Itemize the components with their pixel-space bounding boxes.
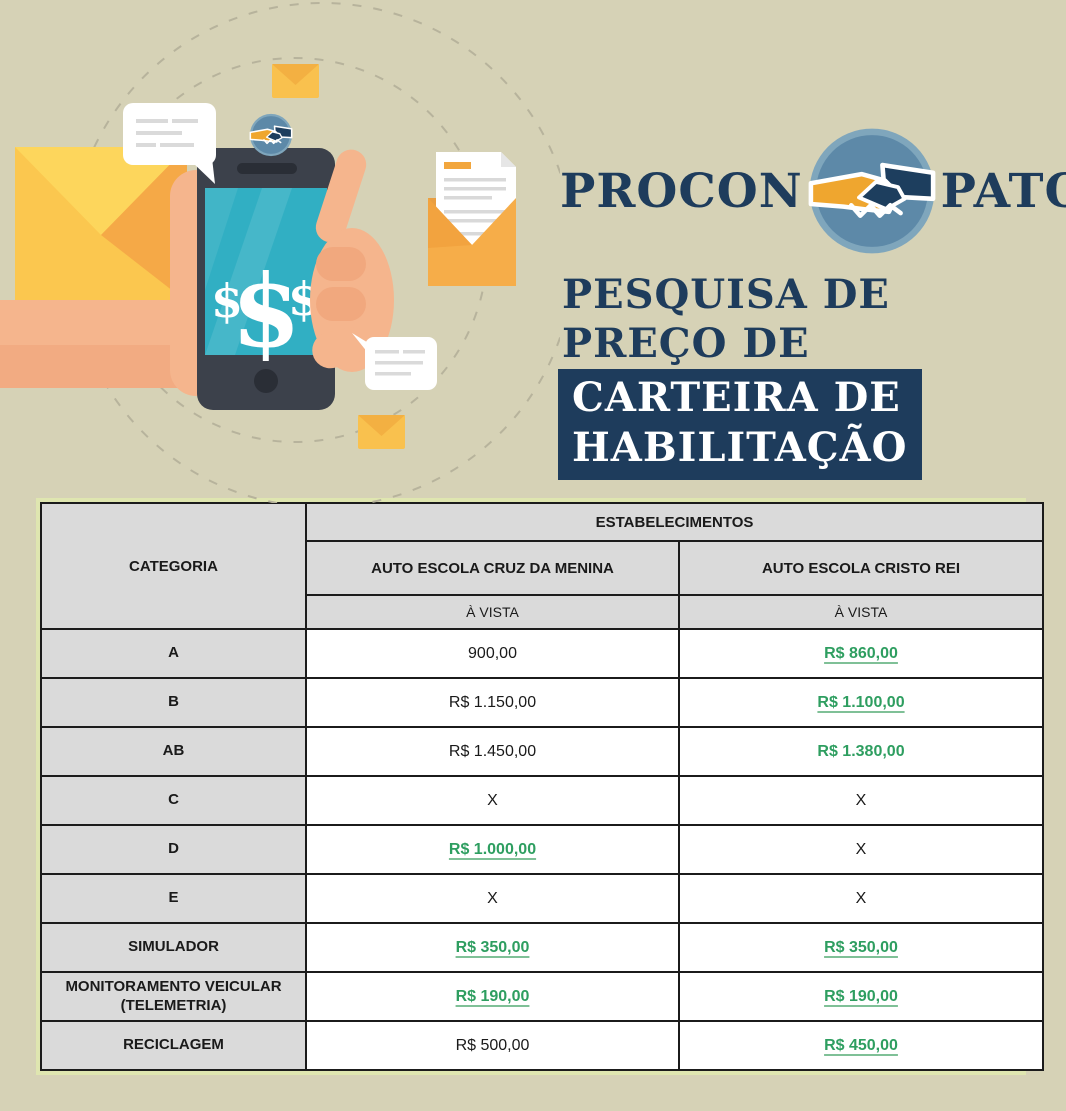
envelope-icon [358, 415, 405, 449]
table-row: SIMULADOR R$ 350,00 R$ 350,00 [40, 922, 1045, 973]
estabelecimentos-header: ESTABELECIMENTOS [304, 502, 1045, 542]
envelope-icon [272, 64, 319, 98]
table-row: B R$ 1.150,00 R$ 1.100,00 [40, 677, 1045, 728]
category-cell: AB [40, 726, 307, 777]
price-value: X [855, 889, 867, 907]
price-table-wrapper: CATEGORIA ESTABELECIMENTOS AUTO ESCOLA C… [36, 498, 1045, 1075]
price-cell: X [677, 824, 1045, 875]
dollar-icon: $ $ $ [211, 252, 320, 370]
price-cell: R$ 190,00 [677, 971, 1045, 1022]
title-box-line-2: HABILITAÇÃO [572, 424, 908, 471]
price-cell: X [677, 873, 1045, 924]
hand-fingers [310, 149, 394, 372]
price-value: R$ 190,00 [824, 987, 898, 1005]
category-cell: SIMULADOR [40, 922, 307, 973]
table-row: AB R$ 1.450,00 R$ 1.380,00 [40, 726, 1045, 777]
price-value: R$ 190,00 [455, 987, 530, 1005]
price-cell: R$ 1.000,00 [305, 824, 680, 875]
price-value: 900,00 [468, 644, 517, 662]
price-value: R$ 500,00 [455, 1036, 530, 1054]
category-cell: A [40, 628, 307, 679]
hero-section: $ $ $ [0, 0, 1066, 503]
smartphone-icon: $ $ $ [197, 148, 335, 410]
envelope-icon [15, 147, 187, 302]
title-line-1: PESQUISA DE [562, 271, 890, 318]
price-cell: R$ 450,00 [677, 1020, 1045, 1071]
price-cell: R$ 1.450,00 [305, 726, 680, 777]
category-cell: C [40, 775, 307, 826]
price-cell: R$ 350,00 [677, 922, 1045, 973]
price-cell: 900,00 [305, 628, 680, 679]
title-highlight-box: CARTEIRA DE HABILITAÇÃO [558, 369, 922, 480]
handshake-icon [249, 113, 293, 157]
brand-procon: PROCON [560, 163, 803, 219]
price-value: R$ 350,00 [824, 938, 898, 956]
category-cell: D [40, 824, 307, 875]
price-value: R$ 1.000,00 [448, 840, 537, 858]
price-value: R$ 1.100,00 [817, 693, 905, 711]
payment-type-1-header: À VISTA [305, 594, 680, 630]
page-title: PESQUISA DE PREÇO DE [562, 270, 890, 368]
price-value: X [855, 791, 867, 809]
table-row: RECICLAGEM R$ 500,00 R$ 450,00 [40, 1020, 1045, 1071]
price-cell: R$ 500,00 [305, 1020, 680, 1071]
price-cell: X [677, 775, 1045, 826]
table-row: D R$ 1.000,00 X [40, 824, 1045, 875]
category-cell: B [40, 677, 307, 728]
category-cell: MONITORAMENTO VEICULAR (TELEMETRIA) [40, 971, 307, 1022]
price-value: R$ 860,00 [824, 644, 898, 662]
category-cell: E [40, 873, 307, 924]
table-row: A 900,00 R$ 860,00 [40, 628, 1045, 679]
establishment-2-header: AUTO ESCOLA CRISTO REI [677, 540, 1045, 596]
price-table: CATEGORIA ESTABELECIMENTOS AUTO ESCOLA C… [40, 502, 1045, 1071]
open-letter-icon [428, 152, 516, 286]
money-phone-illustration: $ $ $ [0, 2, 560, 503]
price-cell: X [305, 775, 680, 826]
price-value: X [855, 840, 867, 858]
handshake-icon [807, 126, 937, 256]
chat-bubble-icon [352, 333, 437, 390]
category-cell: RECICLAGEM [40, 1020, 307, 1071]
svg-text:$: $ [211, 274, 243, 328]
table-row: MONITORAMENTO VEICULAR (TELEMETRIA) R$ 19… [40, 971, 1045, 1022]
price-value: X [487, 791, 498, 809]
chat-bubble-icon [123, 103, 216, 184]
price-cell: R$ 1.100,00 [677, 677, 1045, 728]
brand-patos: PATOS [940, 163, 1066, 219]
price-value: X [487, 889, 498, 907]
payment-type-2-header: À VISTA [677, 594, 1045, 630]
title-line-2: PREÇO DE [562, 320, 810, 367]
price-cell: R$ 1.150,00 [305, 677, 680, 728]
price-value: R$ 1.150,00 [448, 693, 537, 711]
price-value: R$ 350,00 [455, 938, 530, 956]
categoria-header: CATEGORIA [40, 502, 307, 630]
price-value: R$ 450,00 [824, 1036, 898, 1054]
price-cell: R$ 1.380,00 [677, 726, 1045, 777]
price-cell: R$ 190,00 [305, 971, 680, 1022]
brand: PROCON PATOS [560, 126, 1066, 256]
price-cell: X [305, 873, 680, 924]
svg-text:$: $ [231, 252, 301, 370]
establishment-1-header: AUTO ESCOLA CRUZ DA MENINA [305, 540, 680, 596]
price-value: R$ 1.380,00 [817, 742, 905, 760]
price-value: R$ 1.450,00 [448, 742, 537, 760]
price-cell: R$ 860,00 [677, 628, 1045, 679]
title-box-line-1: CARTEIRA DE [572, 374, 901, 421]
price-cell: R$ 350,00 [305, 922, 680, 973]
